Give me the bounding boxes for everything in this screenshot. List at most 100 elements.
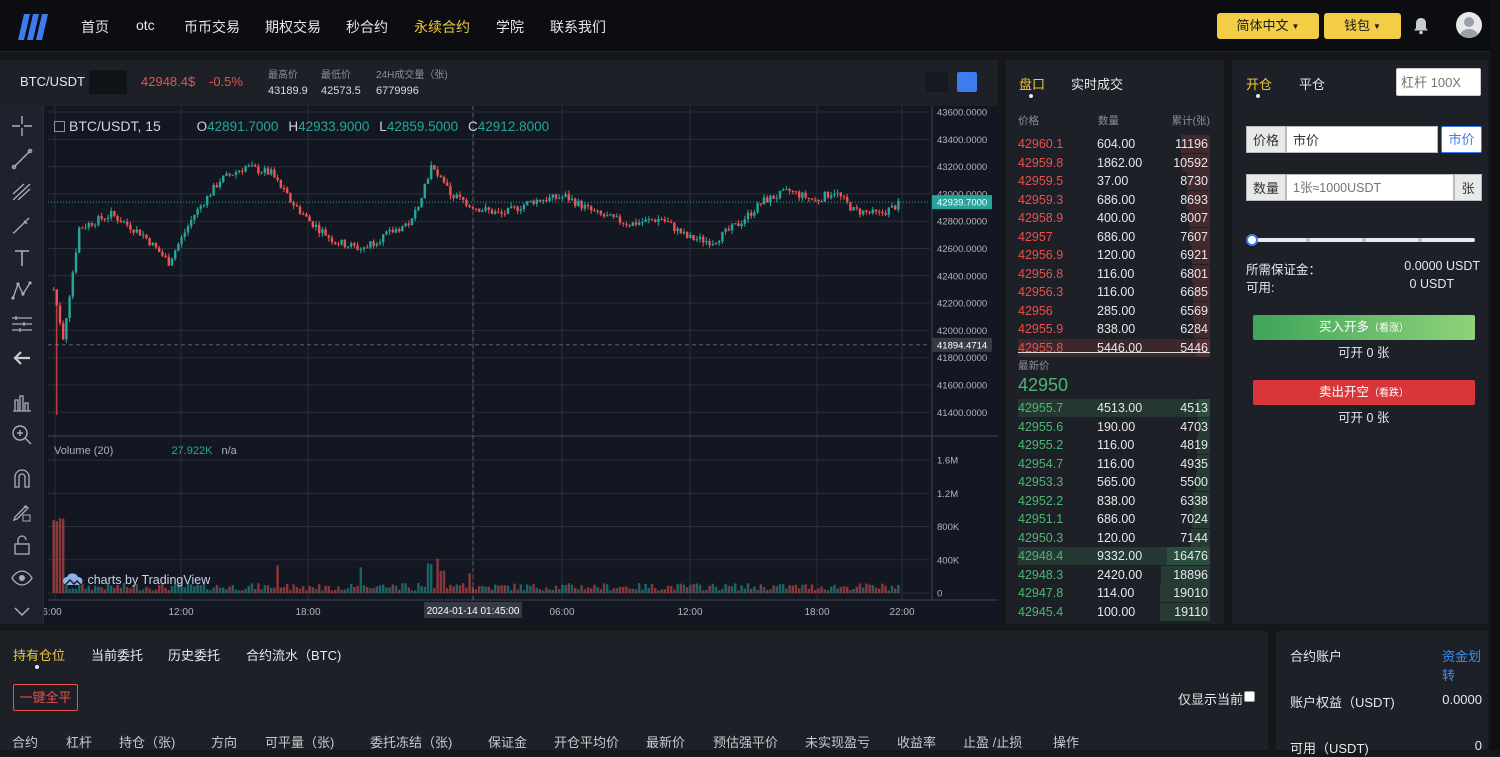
market-price-button[interactable]: 市价 (1441, 126, 1482, 153)
tab-recent-trades[interactable]: 实时成交 (1071, 77, 1124, 92)
language-button[interactable]: 简体中文 ▼ (1217, 13, 1319, 39)
slider-stop[interactable] (1362, 238, 1366, 242)
bid-row[interactable]: 42955.2 116.00 4819 (1006, 436, 1224, 454)
eye-icon[interactable] (10, 566, 34, 590)
ask-row[interactable]: 42956.9 120.00 6921 (1006, 246, 1224, 264)
bid-row[interactable]: 42952.2 838.00 6338 (1006, 491, 1224, 510)
volume-bar (321, 590, 324, 593)
ask-row[interactable]: 42956.3 116.00 6685 (1006, 283, 1224, 301)
lock-drawing-icon[interactable] (10, 500, 34, 524)
tradingview-chart[interactable]: 43600.0000 43400.0000 43200.0000 43000.0000… (0, 106, 998, 624)
buy-long-button[interactable]: 买入开多（看涨） (1253, 315, 1475, 340)
tab-contract-ledger[interactable]: 合约流水（BTC) (246, 648, 342, 663)
nav-options[interactable]: 期权交易 (265, 19, 321, 35)
forecast-icon[interactable] (10, 312, 34, 336)
ask-row[interactable]: 42959.8 1862.00 10592 (1006, 153, 1224, 172)
tab-holding-positions[interactable]: 持有仓位 (13, 648, 66, 663)
bid-row[interactable]: 42954.7 116.00 4935 (1006, 454, 1224, 473)
tab-current-orders[interactable]: 当前委托 (91, 648, 144, 663)
tab-order-book[interactable]: 盘口 (1019, 77, 1046, 92)
trendline-icon[interactable] (10, 147, 34, 171)
candle-body (340, 239, 343, 245)
slider-stop[interactable] (1418, 238, 1422, 242)
pair-selector[interactable] (89, 70, 127, 94)
chevron-down-icon[interactable] (10, 600, 34, 624)
ob-price: 42955.6 (1018, 419, 1064, 434)
bid-row[interactable]: 42955.6 190.00 4703 (1006, 417, 1224, 436)
chart-canvas[interactable]: 43600.0000 43400.0000 43200.0000 43000.0000… (0, 106, 998, 624)
slider-stop[interactable] (1306, 238, 1310, 242)
fullscreen-button[interactable] (957, 72, 977, 92)
ask-row[interactable]: 42959.3 686.00 8693 (1006, 190, 1224, 209)
bid-row[interactable]: 42945.4 100.00 19110 (1006, 602, 1224, 621)
volume-bar (756, 589, 759, 593)
slider-handle[interactable] (1246, 234, 1258, 246)
tab-close-position[interactable]: 平仓 (1299, 77, 1326, 92)
ask-row[interactable]: 42956 285.00 6569 (1006, 301, 1224, 320)
ob-price: 42945.4 (1018, 604, 1064, 619)
nav-second-contract[interactable]: 秒合约 (346, 19, 388, 35)
text-icon[interactable] (10, 246, 34, 270)
nav-academy[interactable]: 学院 (496, 19, 524, 35)
ask-row[interactable]: 42957 686.00 7607 (1006, 227, 1224, 246)
crosshair-icon[interactable] (10, 114, 34, 138)
brush-icon[interactable] (10, 213, 34, 237)
candle-body (174, 250, 177, 259)
volume-bar (186, 583, 190, 593)
volume-bar (199, 585, 202, 593)
bid-row[interactable]: 42950.3 120.00 7144 (1006, 528, 1224, 547)
nav-spot[interactable]: 币币交易 (184, 19, 240, 35)
candle-body (628, 225, 631, 227)
candle-body (391, 229, 394, 233)
volume-bar (769, 589, 772, 593)
nav-contact[interactable]: 联系我们 (550, 19, 606, 35)
candle-body (295, 205, 298, 207)
tab-order-history[interactable]: 历史委托 (168, 648, 221, 663)
measure-icon[interactable] (10, 390, 34, 414)
price-input[interactable]: 市价 (1286, 126, 1438, 153)
ask-row[interactable]: 42956.8 116.00 6801 (1006, 264, 1224, 283)
nav-perpetual[interactable]: 永续合约 (414, 19, 470, 35)
ask-row[interactable]: 42955.9 838.00 6284 (1006, 320, 1224, 338)
unlock-icon[interactable] (10, 533, 34, 557)
logo[interactable] (14, 12, 50, 40)
ask-row[interactable]: 42955.8 5446.00 5446 (1006, 338, 1224, 357)
avatar[interactable] (1456, 12, 1482, 38)
pattern-icon[interactable] (10, 279, 34, 303)
nav-otc[interactable]: otc (136, 17, 155, 33)
arrow-left-icon[interactable] (10, 346, 34, 370)
bell-icon[interactable] (1413, 17, 1429, 35)
candle-body (894, 205, 897, 210)
bid-row[interactable]: 42955.7 4513.00 4513 (1006, 399, 1224, 417)
sell-short-label: 卖出开空 (1318, 385, 1369, 399)
candle-body (641, 221, 644, 223)
volume-bar (740, 585, 743, 593)
only-current-checkbox[interactable] (1244, 691, 1255, 702)
ask-row[interactable]: 42958.9 400.00 8007 (1006, 209, 1224, 227)
page-scrollbar[interactable] (1490, 0, 1500, 750)
tab-open-position[interactable]: 开仓 (1246, 77, 1273, 92)
fund-transfer-link[interactable]: 资金划转 (1442, 649, 1482, 683)
quantity-input[interactable] (1286, 174, 1454, 201)
volume-bar (830, 586, 833, 593)
magnet-icon[interactable] (10, 467, 34, 491)
ask-row[interactable]: 42959.5 37.00 8730 (1006, 172, 1224, 190)
chart-setting-box[interactable] (926, 72, 948, 92)
bid-row[interactable]: 42951.1 686.00 7024 (1006, 510, 1224, 528)
bid-row[interactable]: 42948.4 9332.00 16476 (1006, 547, 1224, 565)
wallet-button[interactable]: 钱包 ▼ (1324, 13, 1401, 39)
close-all-button[interactable]: 一键全平 (13, 684, 78, 711)
fib-icon[interactable] (10, 180, 34, 204)
leverage-input[interactable] (1396, 68, 1481, 96)
sell-short-button[interactable]: 卖出开空（看跌） (1253, 380, 1475, 405)
nav-home[interactable]: 首页 (81, 19, 109, 35)
zoom-icon[interactable] (10, 423, 34, 447)
collapse-legend-icon[interactable] (54, 121, 65, 132)
tradingview-watermark[interactable]: charts by TradingView (62, 572, 210, 587)
candle-body (558, 198, 561, 200)
ask-row[interactable]: 42960.1 604.00 11196 (1006, 135, 1224, 153)
bid-row[interactable]: 42948.3 2420.00 18896 (1006, 565, 1224, 584)
bid-row[interactable]: 42953.3 565.00 5500 (1006, 473, 1224, 491)
volume-bar (97, 586, 100, 593)
bid-row[interactable]: 42947.8 114.00 19010 (1006, 584, 1224, 602)
